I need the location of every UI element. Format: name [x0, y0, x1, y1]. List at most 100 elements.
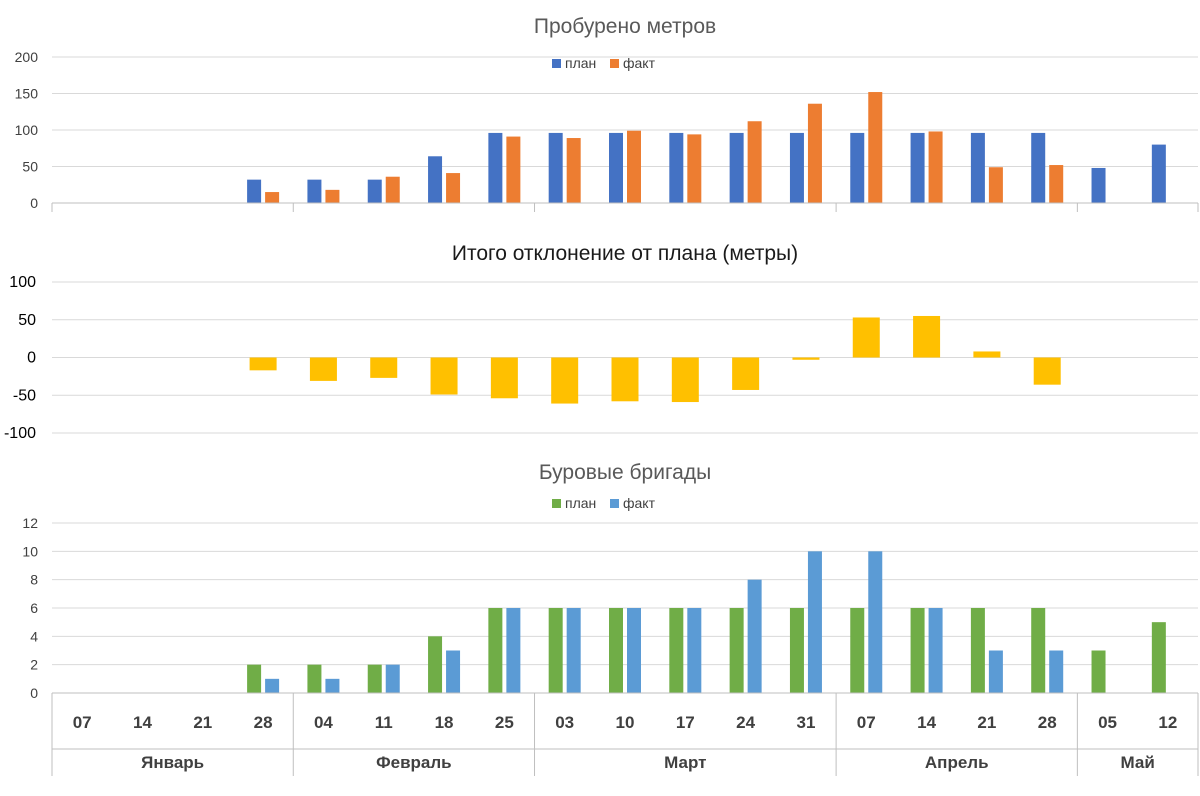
- chart-2-bar-план-14: [910, 608, 925, 693]
- chart-0-bar-факт-13: [868, 92, 883, 203]
- x-axis-day-label: 10: [616, 713, 635, 732]
- chart-0-bar-план-10: [669, 132, 684, 203]
- chart-0-bar-факт-9: [627, 130, 641, 203]
- chart-1-bar-отклонение-6: [430, 357, 458, 395]
- chart-2-bar-факт-4: [325, 678, 340, 693]
- chart-1-bar-отклонение-16: [1033, 357, 1061, 385]
- chart-1-y-tick: -100: [4, 425, 36, 442]
- chart-0-y-tick: 100: [15, 122, 39, 138]
- chart-2-legend-swatch-0: [552, 499, 561, 508]
- x-axis-day-label: 07: [857, 713, 876, 732]
- chart-2-bar-факт-7: [506, 608, 521, 693]
- chart-0-bar-факт-15: [988, 167, 1003, 203]
- chart-1-y-tick: 0: [27, 350, 36, 367]
- chart-0-bar-факт-16: [1049, 165, 1064, 203]
- chart-2-bar-план-10: [669, 608, 684, 693]
- chart-0-legend-swatch-1: [610, 59, 619, 68]
- chart-0-legend-swatch-0: [552, 59, 561, 68]
- chart-2-title: Буровые бригады: [539, 461, 711, 484]
- chart-2-bar-факт-12: [807, 551, 822, 693]
- chart-2-legend-label-0: план: [565, 495, 596, 511]
- chart-2-y-tick: 2: [30, 657, 38, 673]
- chart-0-legend-label-0: план: [565, 55, 596, 71]
- chart-2-y-tick: 4: [30, 628, 38, 644]
- chart-0-bar-план-8: [548, 132, 563, 203]
- x-axis-day-label: 31: [796, 713, 815, 732]
- chart-1-y-tick: 50: [18, 312, 36, 329]
- chart-0-bar-план-17: [1091, 167, 1106, 203]
- chart-2-bar-план-11: [729, 608, 744, 693]
- chart-0-legend-label-1: факт: [623, 55, 656, 71]
- chart-2-bar-факт-8: [566, 608, 581, 693]
- chart-2-bar-план-6: [428, 636, 443, 693]
- chart-0-bar-план-12: [789, 132, 804, 203]
- chart-0-bar-факт-6: [446, 173, 461, 203]
- chart-0-title: Пробурено метров: [534, 15, 716, 38]
- chart-2-y-tick: 10: [22, 543, 38, 559]
- x-axis-day-label: 17: [676, 713, 695, 732]
- chart-0-bar-план-9: [609, 132, 623, 203]
- chart-0-bar-факт-5: [385, 176, 400, 203]
- chart-2-y-tick: 12: [22, 515, 38, 531]
- chart-0-y-tick: 50: [22, 159, 38, 175]
- chart-0-bar-план-11: [729, 132, 744, 203]
- chart-0-bar-план-16: [1031, 132, 1046, 203]
- chart-0-bar-план-5: [367, 179, 382, 203]
- chart-0-bar-план-13: [850, 132, 865, 203]
- chart-2-bar-план-4: [307, 664, 322, 693]
- chart-2-y-tick: 6: [30, 600, 38, 616]
- chart-0-bar-план-4: [307, 179, 322, 203]
- chart-1-bar-отклонение-11: [732, 357, 760, 390]
- chart-2-y-tick: 8: [30, 572, 38, 588]
- chart-0-bar-факт-10: [687, 134, 702, 203]
- x-axis-day-label: 14: [917, 713, 936, 732]
- chart-2-bar-факт-6: [446, 650, 461, 693]
- chart-2-bar-план-18: [1151, 622, 1166, 693]
- chart-0-bar-план-6: [428, 156, 443, 203]
- chart-1-bar-отклонение-3: [249, 357, 277, 371]
- chart-1-bar-отклонение-4: [309, 357, 337, 381]
- chart-0-bar-план-15: [970, 132, 985, 203]
- chart-0-bar-план-14: [910, 132, 925, 203]
- x-axis-day-label: 12: [1158, 713, 1177, 732]
- chart-2-bar-план-16: [1031, 608, 1046, 693]
- chart-1-bar-отклонение-10: [671, 357, 699, 403]
- chart-2-bar-план-12: [789, 608, 804, 693]
- chart-1-bar-отклонение-12: [792, 357, 820, 360]
- chart-0-bar-факт-14: [928, 131, 943, 203]
- chart-0-bar-факт-12: [807, 103, 822, 203]
- chart-0-y-tick: 150: [15, 86, 39, 102]
- chart-2-bar-план-5: [367, 664, 382, 693]
- chart-1-bar-отклонение-13: [852, 317, 880, 358]
- chart-1-bar-отклонение-9: [611, 357, 639, 402]
- x-axis-month-label: Январь: [141, 753, 204, 772]
- chart-2-bar-факт-14: [928, 608, 943, 693]
- chart-0-bar-факт-8: [566, 138, 581, 203]
- x-axis-day-label: 25: [495, 713, 514, 732]
- chart-1-bar-отклонение-14: [913, 315, 941, 358]
- chart-2-bar-факт-15: [988, 650, 1003, 693]
- chart-2-bar-факт-16: [1049, 650, 1064, 693]
- chart-0-y-tick: 200: [15, 49, 39, 65]
- chart-0-bar-план-18: [1151, 144, 1166, 203]
- chart-2-bar-план-17: [1091, 650, 1106, 693]
- chart-0-bar-факт-4: [325, 189, 340, 203]
- chart-0-bar-факт-3: [265, 192, 280, 203]
- chart-2-bar-план-15: [970, 608, 985, 693]
- x-axis-day-label: 14: [133, 713, 152, 732]
- x-axis-day-label: 21: [977, 713, 996, 732]
- chart-2-bar-план-8: [548, 608, 563, 693]
- chart-2-bar-факт-3: [265, 678, 280, 693]
- chart-1-y-tick: 100: [9, 274, 36, 291]
- chart-1-y-tick: -50: [13, 387, 36, 404]
- x-axis-day-label: 28: [1038, 713, 1057, 732]
- x-axis-day-label: 28: [254, 713, 273, 732]
- chart-0-y-tick: 0: [30, 195, 38, 211]
- chart-2-bar-план-9: [609, 608, 623, 693]
- x-axis-day-label: 03: [555, 713, 574, 732]
- x-axis-day-label: 04: [314, 713, 333, 732]
- x-axis-month-label: Апрель: [925, 753, 989, 772]
- chart-1-title: Итого отклонение от плана (метры): [452, 242, 798, 265]
- x-axis-day-label: 18: [435, 713, 454, 732]
